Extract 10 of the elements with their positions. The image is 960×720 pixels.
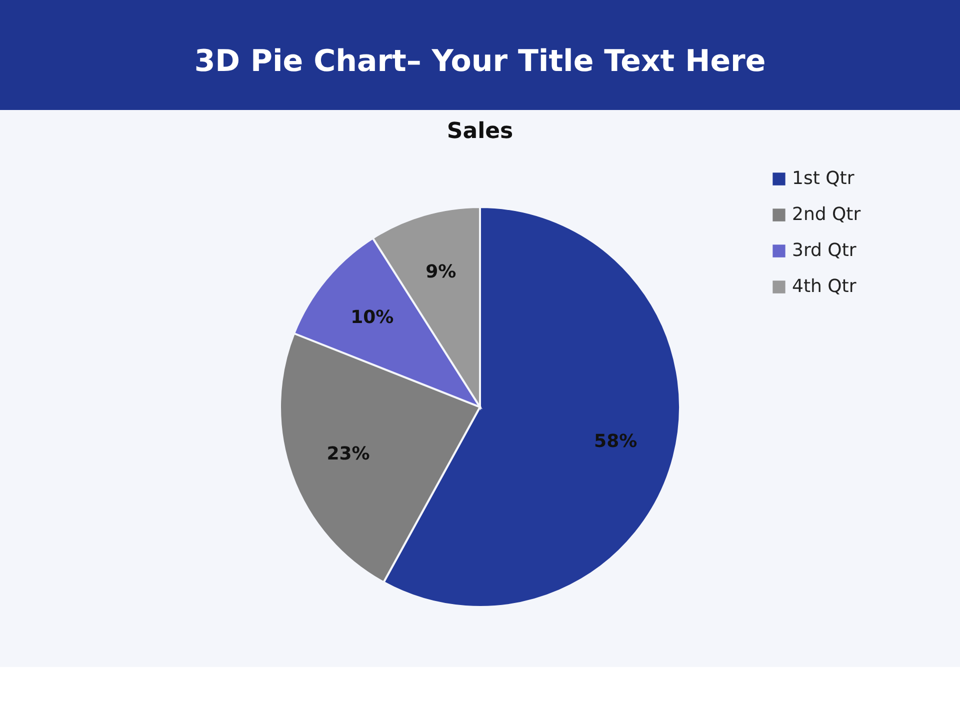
data-label: 23% [326, 443, 370, 464]
data-label: 10% [350, 306, 394, 328]
legend-label: 1st Qtr [792, 168, 855, 189]
legend-label: 2nd Qtr [792, 204, 862, 225]
legend-label: 3rd Qtr [792, 240, 857, 261]
data-label: 58% [594, 430, 638, 452]
chart-subtitle: Sales [446, 119, 514, 144]
data-label: 9% [426, 262, 456, 283]
chart-title: 3D Pie Chart– Your Title Text Here [194, 44, 766, 79]
legend-label: 4th Qtr [792, 276, 857, 297]
